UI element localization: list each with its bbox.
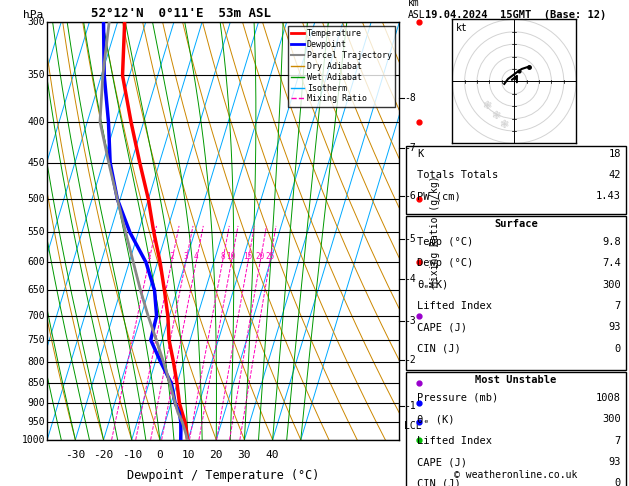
Text: km
ASL: km ASL xyxy=(408,0,426,20)
Text: 850: 850 xyxy=(28,379,45,388)
Text: 52°12'N  0°11'E  53m ASL: 52°12'N 0°11'E 53m ASL xyxy=(91,7,271,20)
Text: 400: 400 xyxy=(28,117,45,127)
Text: 550: 550 xyxy=(28,227,45,237)
Text: 30: 30 xyxy=(238,450,251,460)
Text: Surface: Surface xyxy=(494,219,538,229)
Text: -8: -8 xyxy=(404,93,416,104)
Text: -7: -7 xyxy=(404,143,416,154)
Text: 2: 2 xyxy=(169,252,174,261)
Text: -5: -5 xyxy=(404,234,416,243)
Legend: Temperature, Dewpoint, Parcel Trajectory, Dry Adiabat, Wet Adiabat, Isotherm, Mi: Temperature, Dewpoint, Parcel Trajectory… xyxy=(287,26,395,107)
Text: -1: -1 xyxy=(404,401,416,411)
Text: 600: 600 xyxy=(28,258,45,267)
Text: 20: 20 xyxy=(209,450,223,460)
Text: 900: 900 xyxy=(28,398,45,408)
Text: 18: 18 xyxy=(608,149,621,159)
Text: 8: 8 xyxy=(220,252,225,261)
Text: -4: -4 xyxy=(404,275,416,284)
Text: θₑ(K): θₑ(K) xyxy=(417,279,448,290)
Text: Pressure (mb): Pressure (mb) xyxy=(417,393,498,403)
Text: 0: 0 xyxy=(157,450,164,460)
Text: CIN (J): CIN (J) xyxy=(417,478,461,486)
Text: 0: 0 xyxy=(615,344,621,354)
Text: LCL: LCL xyxy=(404,421,421,432)
Text: 300: 300 xyxy=(28,17,45,27)
Text: 20: 20 xyxy=(255,252,265,261)
Text: -10: -10 xyxy=(121,450,142,460)
Text: 500: 500 xyxy=(28,194,45,204)
Text: 42: 42 xyxy=(608,170,621,180)
Text: 650: 650 xyxy=(28,285,45,295)
Text: 7: 7 xyxy=(615,435,621,446)
Text: ❃: ❃ xyxy=(482,101,492,111)
Text: 93: 93 xyxy=(608,322,621,332)
Text: ❃: ❃ xyxy=(499,121,509,131)
Text: K: K xyxy=(417,149,423,159)
Text: -30: -30 xyxy=(65,450,86,460)
Text: Mixing Ratio (g/kg): Mixing Ratio (g/kg) xyxy=(430,175,440,287)
Text: -6: -6 xyxy=(404,191,416,201)
Text: Lifted Index: Lifted Index xyxy=(417,301,492,311)
Text: 1: 1 xyxy=(147,252,151,261)
Text: hPa: hPa xyxy=(23,10,43,20)
Text: -3: -3 xyxy=(404,316,416,326)
Text: θₑ (K): θₑ (K) xyxy=(417,414,455,424)
Text: Temp (°C): Temp (°C) xyxy=(417,237,473,247)
Text: 9.8: 9.8 xyxy=(602,237,621,247)
Text: CAPE (J): CAPE (J) xyxy=(417,322,467,332)
Text: 800: 800 xyxy=(28,357,45,367)
Text: kt: kt xyxy=(456,23,468,33)
Text: 1000: 1000 xyxy=(22,435,45,445)
Text: 7.4: 7.4 xyxy=(602,258,621,268)
Text: CAPE (J): CAPE (J) xyxy=(417,457,467,467)
Text: 93: 93 xyxy=(608,457,621,467)
Text: CIN (J): CIN (J) xyxy=(417,344,461,354)
Text: Dewpoint / Temperature (°C): Dewpoint / Temperature (°C) xyxy=(127,469,320,482)
Text: Totals Totals: Totals Totals xyxy=(417,170,498,180)
Text: 10: 10 xyxy=(181,450,195,460)
Text: 25: 25 xyxy=(265,252,274,261)
Text: 950: 950 xyxy=(28,417,45,427)
Text: 15: 15 xyxy=(243,252,252,261)
Text: 300: 300 xyxy=(602,414,621,424)
Text: -20: -20 xyxy=(94,450,114,460)
Text: 3: 3 xyxy=(184,252,188,261)
Text: 350: 350 xyxy=(28,70,45,80)
Text: 40: 40 xyxy=(266,450,279,460)
Text: 450: 450 xyxy=(28,157,45,168)
Text: Lifted Index: Lifted Index xyxy=(417,435,492,446)
Text: 1.43: 1.43 xyxy=(596,191,621,202)
Text: PW (cm): PW (cm) xyxy=(417,191,461,202)
Text: © weatheronline.co.uk: © weatheronline.co.uk xyxy=(454,470,577,480)
Text: 7: 7 xyxy=(615,301,621,311)
Text: 4: 4 xyxy=(194,252,198,261)
Text: -2: -2 xyxy=(404,355,416,365)
Text: ❃: ❃ xyxy=(491,111,500,121)
Text: 700: 700 xyxy=(28,311,45,321)
Text: 1008: 1008 xyxy=(596,393,621,403)
Text: 750: 750 xyxy=(28,335,45,345)
Text: 300: 300 xyxy=(602,279,621,290)
Text: Most Unstable: Most Unstable xyxy=(475,375,557,385)
Text: 10: 10 xyxy=(226,252,236,261)
Text: Dewp (°C): Dewp (°C) xyxy=(417,258,473,268)
Text: 0: 0 xyxy=(615,478,621,486)
Text: 19.04.2024  15GMT  (Base: 12): 19.04.2024 15GMT (Base: 12) xyxy=(425,10,606,20)
